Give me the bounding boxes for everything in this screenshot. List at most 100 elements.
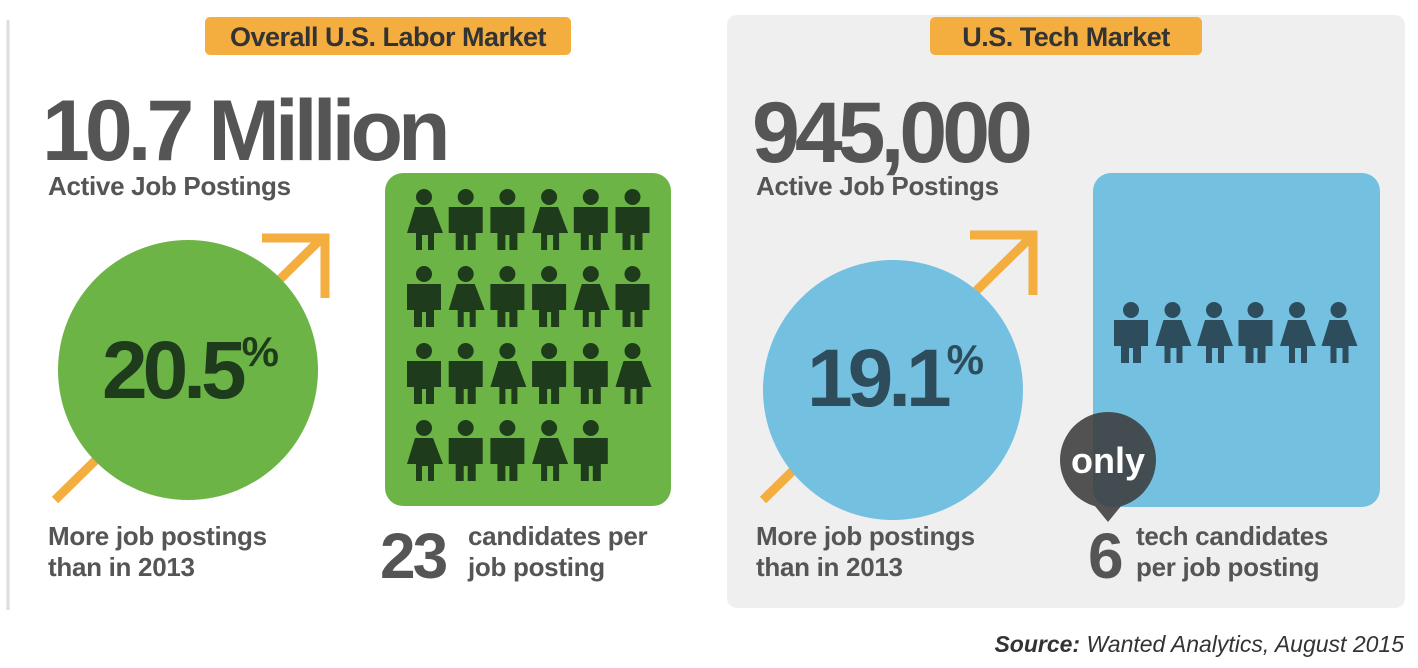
icon-body	[1321, 320, 1358, 363]
growth-unit: %	[947, 336, 984, 383]
icons	[1114, 302, 1358, 363]
icon-body	[1280, 320, 1316, 363]
icon-head	[582, 189, 599, 205]
growth-unit: %	[242, 328, 279, 375]
person-icon	[448, 189, 483, 250]
icon-head	[624, 189, 641, 205]
postings: 945,000	[752, 85, 1030, 181]
growth-circle	[58, 240, 318, 500]
growth-label: than in 2013	[756, 552, 903, 582]
badge	[930, 17, 1202, 55]
icon-head	[1123, 302, 1139, 318]
person-icon	[532, 266, 567, 327]
icon-head	[457, 343, 474, 359]
icon-body	[615, 284, 650, 327]
icon-body	[573, 284, 610, 327]
person-icon	[407, 189, 443, 250]
icon-head	[1330, 302, 1347, 318]
candidates: 6	[1088, 520, 1122, 592]
icon-head	[416, 420, 432, 436]
badge-text: U.S. Tech Market	[962, 22, 1170, 52]
icon-head	[1206, 302, 1222, 318]
only-bubble	[1060, 412, 1156, 522]
icon-body	[448, 361, 483, 404]
person-icon	[1238, 302, 1273, 363]
person-icon	[448, 343, 483, 404]
icon-body	[407, 438, 443, 481]
icons	[407, 189, 652, 481]
person-icon	[490, 266, 525, 327]
person-icon	[532, 420, 569, 481]
person-icon	[573, 266, 610, 327]
icon-body	[573, 361, 608, 404]
icon-body	[1197, 320, 1233, 363]
icon-head	[582, 266, 599, 282]
growth-value: 20.5	[102, 325, 245, 416]
icon-head	[457, 266, 474, 282]
icon-body	[490, 438, 525, 481]
icon-head	[582, 420, 599, 436]
icon-body	[448, 207, 483, 250]
person-icon	[1321, 302, 1358, 363]
person-icon	[448, 266, 485, 327]
person-icon	[615, 266, 650, 327]
person-icon	[1114, 302, 1148, 363]
icon-body	[407, 207, 443, 250]
icon-body	[532, 284, 567, 327]
icon-body	[448, 284, 485, 327]
candidates-label: per job posting	[1136, 552, 1319, 582]
growth-label: More job postings	[48, 521, 267, 551]
icon-head	[457, 420, 474, 436]
icon-head	[624, 266, 641, 282]
postings: 10.7 Million	[42, 83, 446, 179]
person-icon	[573, 189, 608, 250]
icon-head	[416, 343, 432, 359]
icon-body	[490, 361, 527, 404]
candidates-box	[385, 173, 671, 506]
person-icon	[1280, 302, 1316, 363]
candidates-label: tech candidates	[1136, 521, 1328, 551]
icon-head	[624, 343, 641, 359]
postings-label: Active Job Postings	[756, 171, 999, 201]
icon-body	[490, 207, 525, 250]
person-icon	[573, 343, 608, 404]
person-icon	[407, 266, 441, 327]
growth-label: than in 2013	[48, 552, 195, 582]
growth-circle	[763, 260, 1023, 520]
person-icon	[615, 189, 650, 250]
source-text: Wanted Analytics, August 2015	[1086, 631, 1404, 657]
icon-body	[407, 361, 441, 404]
badge-text: Overall U.S. Labor Market	[230, 22, 547, 52]
candidates-label: job posting	[467, 552, 605, 582]
icon-body	[573, 207, 608, 250]
icon-head	[499, 343, 516, 359]
icon-body	[490, 284, 525, 327]
source: Source: Wanted Analytics, August 2015	[994, 631, 1404, 657]
only: only	[1071, 440, 1145, 481]
postings-label: Active Job Postings	[48, 171, 291, 201]
icon-head	[457, 189, 474, 205]
candidates-box	[1093, 173, 1380, 507]
icon-head	[541, 343, 558, 359]
icon-head	[416, 189, 432, 205]
person-icon	[407, 420, 443, 481]
icon-body	[615, 361, 652, 404]
person-icon	[490, 189, 525, 250]
icon-body	[615, 207, 650, 250]
icon-body	[573, 438, 608, 481]
person-icon	[532, 343, 567, 404]
person-icon	[490, 343, 527, 404]
candidates-label: candidates per	[468, 521, 647, 551]
icon-head	[1247, 302, 1264, 318]
person-icon	[1155, 302, 1192, 363]
icon-body	[407, 284, 441, 327]
person-icon	[615, 343, 652, 404]
icon-body	[1155, 320, 1192, 363]
person-icon	[573, 420, 608, 481]
growth-value: 19.1	[807, 333, 950, 424]
icon-body	[1114, 320, 1148, 363]
person-icon	[407, 343, 441, 404]
icon-head	[541, 266, 558, 282]
icon-head	[499, 189, 516, 205]
